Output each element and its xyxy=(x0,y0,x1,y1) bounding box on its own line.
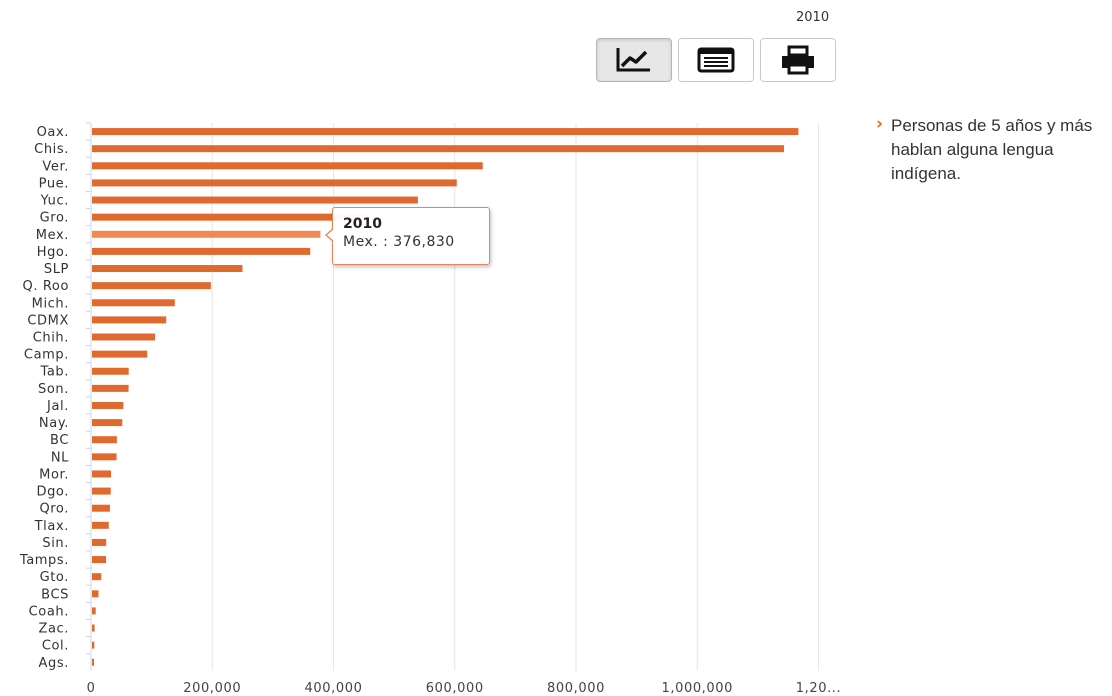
bar xyxy=(92,145,785,153)
bar xyxy=(92,641,95,649)
y-tick-label: Ver. xyxy=(42,159,69,174)
chart-view-button[interactable] xyxy=(596,38,672,82)
bar xyxy=(92,624,95,632)
x-tick-label: 200,000 xyxy=(183,681,241,696)
chart-tooltip: 2010 Mex. : 376,830 xyxy=(325,207,490,265)
bar xyxy=(92,213,369,221)
y-tick-label: Mex. xyxy=(36,228,69,243)
y-tick-label: Mich. xyxy=(32,296,69,311)
y-tick-label: Tamps. xyxy=(19,553,69,568)
bar xyxy=(92,453,117,461)
bar xyxy=(92,556,107,564)
print-button[interactable] xyxy=(760,38,836,82)
x-tick-label: 1,000,000 xyxy=(661,681,733,696)
y-tick-label: Coah. xyxy=(29,604,69,619)
bar xyxy=(92,607,96,615)
legend[interactable]: › Personas de 5 años y más hablan alguna… xyxy=(876,114,1112,186)
x-tick-label: 600,000 xyxy=(426,681,484,696)
bar xyxy=(92,247,311,255)
tooltip-value: Mex. : 376,830 xyxy=(343,234,455,250)
bar xyxy=(92,196,418,204)
bar xyxy=(92,179,457,187)
bar xyxy=(92,299,175,307)
y-tick-label: NL xyxy=(51,450,69,465)
y-tick-label: Jal. xyxy=(46,399,69,414)
y-tick-label: Chis. xyxy=(34,142,69,157)
y-tick-label: Q. Roo xyxy=(23,279,69,294)
y-tick-label: Yuc. xyxy=(40,194,69,209)
y-tick-label: Oax. xyxy=(37,125,69,140)
y-tick-label: Pue. xyxy=(39,176,69,191)
y-tick-label: Col. xyxy=(42,639,69,654)
bar xyxy=(92,230,321,238)
y-tick-label: Mor. xyxy=(39,467,69,482)
bar xyxy=(92,350,148,358)
bar xyxy=(92,573,102,581)
year-label: 2010 xyxy=(796,10,830,25)
bar-chart: 0 200,000 400,000 600,000 800,000 1,000,000 1,… xyxy=(19,122,842,696)
tooltip-title: 2010 xyxy=(343,216,382,232)
x-tick-label: 1,20... xyxy=(796,681,842,696)
x-tick-label: 800,000 xyxy=(547,681,605,696)
bar xyxy=(92,470,112,478)
bar xyxy=(92,590,99,598)
y-tick-label: Son. xyxy=(38,382,69,397)
x-tick-label: 0 xyxy=(87,681,96,696)
y-tick-label: Tlax. xyxy=(34,519,69,534)
bar xyxy=(92,282,211,290)
x-tick-label: 400,000 xyxy=(305,681,363,696)
y-tick-label: SLP xyxy=(44,262,69,277)
bar xyxy=(92,162,483,170)
bar xyxy=(92,436,117,444)
y-tick-label: Qro. xyxy=(39,502,69,517)
y-tick-label: Zac. xyxy=(38,622,69,637)
y-tick-label: BCS xyxy=(41,587,69,602)
y-tick-label: Camp. xyxy=(24,348,69,363)
y-tick-label: Tab. xyxy=(39,365,69,380)
bar xyxy=(92,128,799,136)
bar xyxy=(92,367,129,375)
bar xyxy=(92,333,156,341)
bar xyxy=(92,401,124,409)
y-tick-label: Gto. xyxy=(40,570,69,585)
y-tick-label: BC xyxy=(50,433,69,448)
table-view-button[interactable] xyxy=(678,38,754,82)
bar xyxy=(92,316,167,324)
y-tick-label: Dgo. xyxy=(36,485,69,500)
bar xyxy=(92,419,123,427)
bar xyxy=(92,521,109,529)
bar xyxy=(92,384,129,392)
line-chart-icon xyxy=(616,48,650,72)
printer-icon xyxy=(782,45,814,75)
legend-label: Personas de 5 años y más hablan alguna l… xyxy=(891,116,1093,183)
y-tick-label: Ags. xyxy=(39,656,69,671)
bar xyxy=(92,658,94,666)
y-tick-label: Hgo. xyxy=(37,245,69,260)
y-tick-label: Chih. xyxy=(33,331,69,346)
chevron-right-icon: › xyxy=(876,114,884,134)
table-icon xyxy=(697,47,735,73)
bar xyxy=(92,504,110,512)
bar xyxy=(92,538,107,546)
y-tick-label: Nay. xyxy=(39,416,69,431)
y-tick-label: CDMX xyxy=(27,313,69,328)
bar xyxy=(92,487,111,495)
y-tick-label: Gro. xyxy=(40,211,69,226)
y-tick-label: Sin. xyxy=(42,536,69,551)
bar xyxy=(92,265,243,273)
toolbar xyxy=(596,38,836,82)
